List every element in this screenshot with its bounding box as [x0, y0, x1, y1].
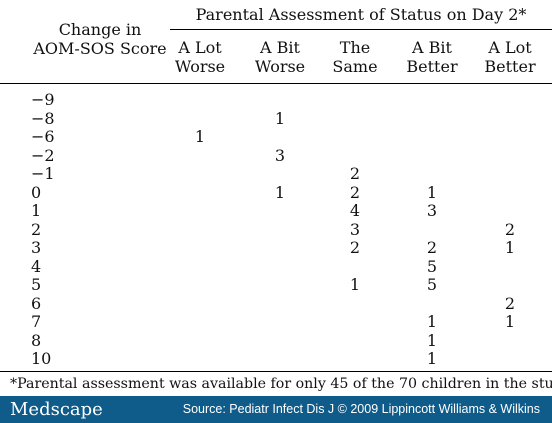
- table-cell: 1: [194, 127, 206, 146]
- column-header-3: The Same: [320, 38, 390, 76]
- table-cell: 3: [274, 145, 286, 165]
- row-header-line-2: AOM-SOS Score: [33, 39, 167, 58]
- table-cell: 1: [426, 312, 438, 331]
- table-cell: 1: [349, 275, 361, 294]
- row-score: −8: [31, 108, 55, 128]
- table-cell: 4: [349, 201, 361, 220]
- column-header-5: A Lot Better: [475, 38, 545, 76]
- row-header: Change in AOM-SOS Score: [10, 20, 190, 58]
- column-header-4-line-1: A Bit: [412, 38, 452, 57]
- footnote: *Parental assessment was available for o…: [10, 376, 552, 392]
- row-score: 1: [31, 201, 42, 220]
- column-header-1: A Lot Worse: [165, 38, 235, 76]
- row-score: 10: [31, 349, 52, 368]
- row-header-line-1: Change in: [58, 20, 142, 39]
- column-header-3-line-2: Same: [332, 57, 378, 76]
- row-score: 2: [31, 219, 42, 239]
- column-header-2-line-2: Worse: [254, 57, 306, 76]
- group-header-rule: [170, 29, 552, 30]
- column-header-1-line-1: A Lot: [178, 38, 222, 57]
- table-cell: 3: [426, 201, 438, 220]
- row-score: 4: [31, 256, 42, 276]
- table-cell: 1: [426, 182, 438, 202]
- column-header-1-line-2: Worse: [174, 57, 226, 76]
- medscape-logo: Medscape: [10, 399, 103, 420]
- table-cell: 1: [426, 330, 438, 350]
- row-score: 7: [31, 312, 42, 331]
- footer-bar: Medscape Source: Pediatr Infect Dis J © …: [0, 396, 552, 423]
- row-score: −1: [31, 164, 55, 183]
- table-cell: 2: [349, 182, 361, 202]
- table-cell: 2: [426, 238, 438, 257]
- row-score: −6: [31, 127, 55, 146]
- header-rule: [0, 83, 552, 84]
- column-header-4: A Bit Better: [397, 38, 467, 76]
- row-score: 8: [31, 330, 42, 350]
- row-score: −2: [31, 145, 55, 165]
- row-score: 6: [31, 293, 42, 313]
- column-header-5-line-2: Better: [484, 57, 536, 76]
- table-cell: 1: [504, 238, 516, 257]
- row-score: 0: [31, 182, 42, 202]
- column-header-5-line-1: A Lot: [488, 38, 532, 57]
- table-cell: 3: [349, 219, 361, 239]
- table-cell: 2: [504, 219, 516, 239]
- row-score: 5: [31, 275, 42, 294]
- row-score: 3: [31, 238, 42, 257]
- table-cell: 2: [349, 238, 361, 257]
- group-header: Parental Assessment of Status on Day 2*: [195, 5, 527, 24]
- table-cell: 1: [504, 312, 516, 331]
- column-header-2: A Bit Worse: [245, 38, 315, 76]
- column-header-3-line-1: The: [339, 38, 371, 57]
- table-cell: 1: [274, 108, 286, 128]
- column-header-2-line-1: A Bit: [260, 38, 300, 57]
- table-cell: 1: [426, 349, 438, 368]
- footnote-rule: [0, 371, 552, 372]
- table-cell: 2: [349, 164, 361, 183]
- table-cell: 1: [274, 182, 286, 202]
- column-header-4-line-2: Better: [406, 57, 458, 76]
- table-cell: 2: [504, 293, 516, 313]
- row-score: −9: [31, 90, 55, 109]
- table-cell: 5: [426, 256, 438, 276]
- table-cell: 5: [426, 275, 438, 294]
- source-text: Source: Pediatr Infect Dis J © 2009 Lipp…: [182, 402, 540, 416]
